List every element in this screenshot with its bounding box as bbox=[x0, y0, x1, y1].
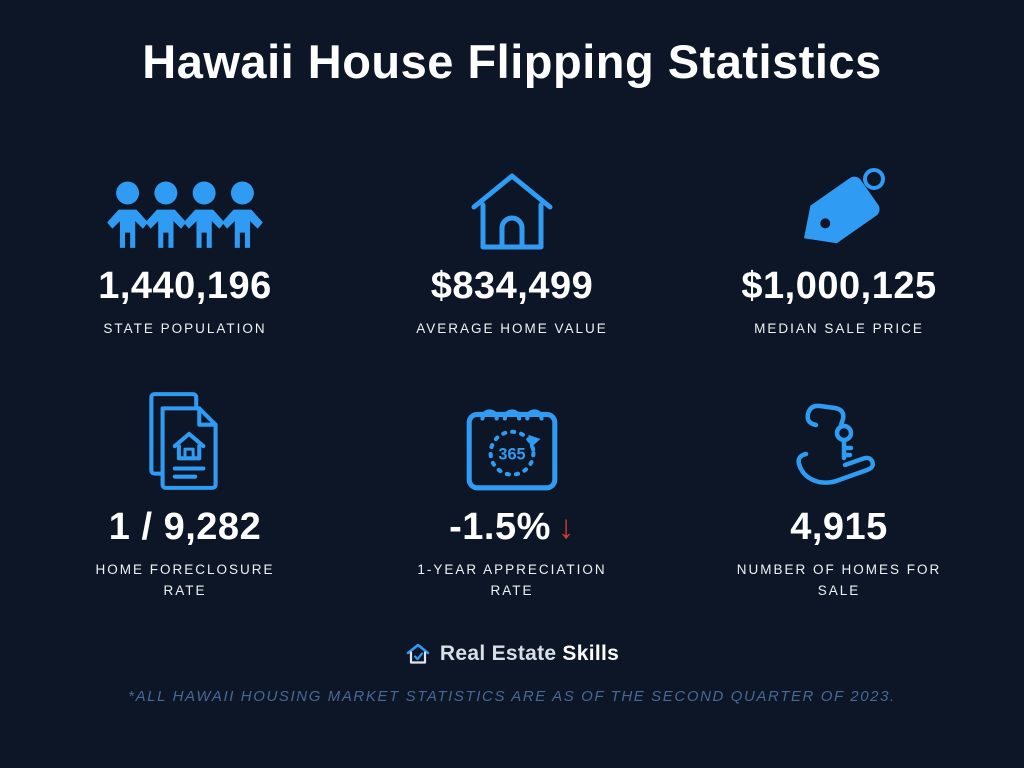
logo-text-primary: Real Estate bbox=[439, 641, 557, 665]
down-arrow-icon: ↓ bbox=[557, 508, 575, 546]
stat-label: STATE POPULATION bbox=[103, 321, 267, 336]
stat-card-average-home-value: $834,499 AVERAGE HOME VALUE bbox=[416, 141, 608, 340]
calendar-badge-text: 365 bbox=[498, 445, 525, 463]
stat-value: 4,915 bbox=[790, 505, 888, 548]
stat-card-state-population: 1,440,196 STATE POPULATION bbox=[98, 141, 272, 340]
logo-text: Real Estate Skills bbox=[440, 642, 619, 666]
stat-card-homes-for-sale: 4,915 NUMBER OF HOMES FOR SALE bbox=[733, 382, 945, 602]
stat-card-home-foreclosure-rate: 1 / 9,282 HOME FORECLOSURE RATE bbox=[79, 382, 291, 602]
brand-logo: Real Estate Skills bbox=[405, 642, 619, 666]
stat-label: 1-YEAR APPRECIATION RATE bbox=[417, 561, 607, 598]
stat-value: $1,000,125 bbox=[741, 265, 937, 307]
price-tag-icon bbox=[780, 141, 898, 253]
stat-value: 1,440,196 bbox=[98, 265, 272, 307]
stat-card-median-sale-price: $1,000,125 MEDIAN SALE PRICE bbox=[741, 141, 936, 340]
calendar-365-icon: 365 bbox=[459, 382, 565, 494]
stat-label: HOME FORECLOSURE RATE bbox=[95, 561, 275, 598]
logo-text-secondary: Skills bbox=[562, 641, 620, 665]
stat-label: NUMBER OF HOMES FOR SALE bbox=[736, 561, 942, 598]
stats-grid: 1,440,196 STATE POPULATION $834,499 AVER… bbox=[22, 141, 1003, 602]
stat-value: -1.5% ↓ bbox=[449, 505, 575, 548]
logo-house-icon bbox=[405, 642, 431, 666]
stat-label: MEDIAN SALE PRICE bbox=[754, 321, 924, 336]
people-chain-icon bbox=[99, 141, 271, 253]
stat-label: AVERAGE HOME VALUE bbox=[416, 321, 608, 336]
stat-card-appreciation-rate: 365 -1.5% ↓ 1-YEAR APPRECIATION RATE bbox=[406, 382, 618, 602]
stat-value: $834,499 bbox=[430, 265, 594, 307]
house-icon bbox=[462, 141, 562, 253]
data-source-footnote: *ALL HAWAII HOUSING MARKET STATISTICS AR… bbox=[128, 687, 896, 705]
hand-holding-key-icon bbox=[786, 382, 892, 494]
foreclosure-documents-icon bbox=[140, 382, 230, 494]
stat-value: 1 / 9,282 bbox=[108, 505, 262, 548]
page-title: Hawaii House Flipping Statistics bbox=[142, 35, 882, 88]
